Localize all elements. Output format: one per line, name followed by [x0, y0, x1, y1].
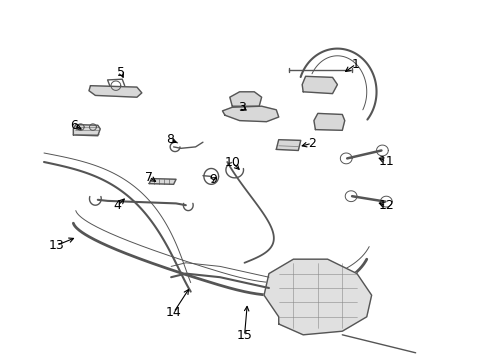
Text: 13: 13	[48, 239, 64, 252]
Polygon shape	[222, 106, 278, 122]
Text: 14: 14	[165, 306, 181, 319]
Text: 8: 8	[166, 133, 174, 146]
Text: 9: 9	[208, 173, 216, 186]
Text: 11: 11	[378, 155, 393, 168]
Polygon shape	[313, 113, 344, 130]
Polygon shape	[302, 76, 337, 94]
Text: 4: 4	[113, 199, 121, 212]
Text: 1: 1	[351, 58, 359, 71]
Text: 3: 3	[238, 101, 245, 114]
Text: 15: 15	[236, 329, 252, 342]
Polygon shape	[229, 92, 261, 106]
Polygon shape	[89, 86, 142, 97]
Text: 5: 5	[117, 66, 125, 79]
Text: 7: 7	[145, 171, 153, 184]
Text: 12: 12	[378, 199, 393, 212]
Text: 6: 6	[70, 119, 78, 132]
Polygon shape	[264, 259, 371, 335]
Text: 2: 2	[307, 137, 315, 150]
Polygon shape	[149, 179, 176, 184]
Polygon shape	[73, 125, 100, 136]
Text: 10: 10	[224, 156, 240, 169]
Polygon shape	[276, 140, 300, 150]
